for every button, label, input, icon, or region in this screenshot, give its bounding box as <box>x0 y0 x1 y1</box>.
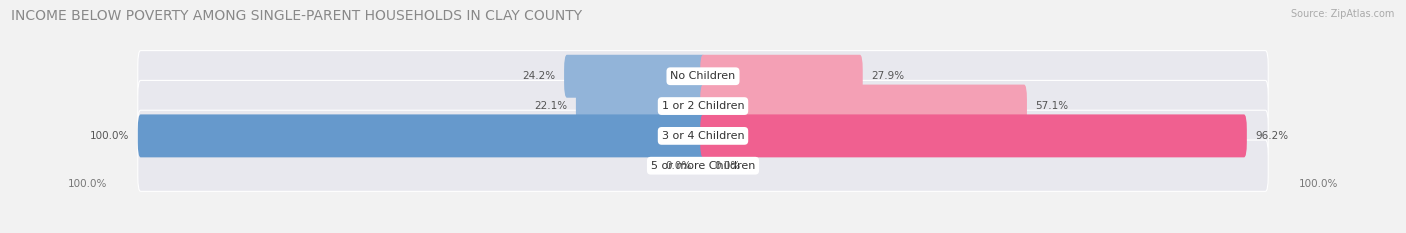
FancyBboxPatch shape <box>138 110 1268 161</box>
Text: 1 or 2 Children: 1 or 2 Children <box>662 101 744 111</box>
Text: 24.2%: 24.2% <box>523 71 555 81</box>
FancyBboxPatch shape <box>138 140 1268 191</box>
Text: 100.0%: 100.0% <box>67 179 107 189</box>
Text: 96.2%: 96.2% <box>1256 131 1288 141</box>
Text: 0.0%: 0.0% <box>665 161 692 171</box>
FancyBboxPatch shape <box>138 51 1268 102</box>
FancyBboxPatch shape <box>564 55 706 98</box>
Text: 22.1%: 22.1% <box>534 101 568 111</box>
FancyBboxPatch shape <box>576 85 706 127</box>
Text: 3 or 4 Children: 3 or 4 Children <box>662 131 744 141</box>
Text: 100.0%: 100.0% <box>90 131 129 141</box>
Text: 0.0%: 0.0% <box>714 161 741 171</box>
Text: No Children: No Children <box>671 71 735 81</box>
Text: 5 or more Children: 5 or more Children <box>651 161 755 171</box>
Text: Source: ZipAtlas.com: Source: ZipAtlas.com <box>1291 9 1395 19</box>
FancyBboxPatch shape <box>700 55 863 98</box>
FancyBboxPatch shape <box>138 114 706 157</box>
FancyBboxPatch shape <box>700 114 1247 157</box>
Text: 57.1%: 57.1% <box>1035 101 1069 111</box>
Text: 27.9%: 27.9% <box>872 71 904 81</box>
Text: INCOME BELOW POVERTY AMONG SINGLE-PARENT HOUSEHOLDS IN CLAY COUNTY: INCOME BELOW POVERTY AMONG SINGLE-PARENT… <box>11 9 582 23</box>
FancyBboxPatch shape <box>138 80 1268 132</box>
FancyBboxPatch shape <box>700 85 1026 127</box>
Text: 100.0%: 100.0% <box>1299 179 1339 189</box>
